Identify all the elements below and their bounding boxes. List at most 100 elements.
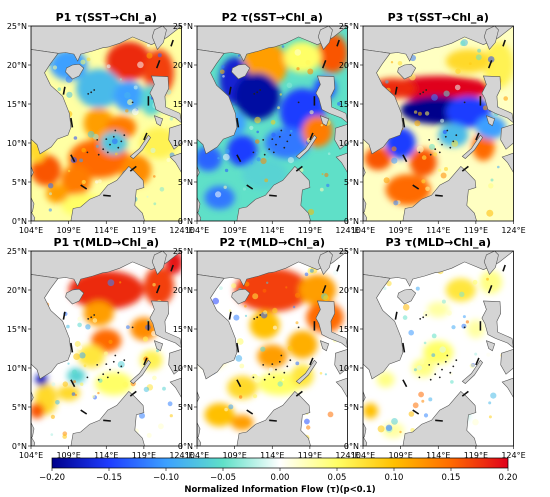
lon-tick-label: 109°E [388,226,412,235]
land-visayas [168,348,182,375]
land-palawan [129,359,151,384]
lat-tick-label: 0°N [12,442,27,451]
lon-tick-label: 124°E [501,451,525,460]
lat-tick-label: 25°N [173,247,193,256]
anomaly-patch [385,75,491,101]
land-palawan [295,359,317,384]
land-taiwan [151,26,167,50]
land-borneo [236,390,311,446]
lon-tick-label: 124°E [169,226,193,235]
land-gulf [363,391,366,403]
lon-tick-label: 119°E [298,226,322,235]
land-indochina [31,49,72,155]
lon-tick-label: 119°E [132,226,156,235]
lon-tick-label: 114°E [94,451,118,460]
lat-axis: 0°N 5°N 10°N 15°N 20°N 25°N [173,247,197,451]
land-mindanao [335,152,348,174]
lon-axis: 104°E 109°E 114°E 119°E 124°E [185,221,360,235]
land-malaya [31,197,35,214]
lat-tick-label: 5°N [178,403,193,412]
land-hainan [231,63,251,80]
anomaly-patch [77,344,105,368]
islands [86,89,134,156]
land-indochina [197,274,238,380]
lon-tick-label: 104°E [19,226,43,235]
land-indochina [363,49,404,155]
land-sumatra [363,211,368,221]
anomaly-patch [475,115,506,140]
land-gulf [197,391,200,403]
colorbar-tick-label: −0.10 [153,473,179,483]
lat-tick-label: 20°N [339,286,359,295]
anomaly-patch [376,371,395,388]
colorbar-bar [51,457,509,469]
lat-tick-label: 10°N [173,139,193,148]
lon-tick-label: 114°E [260,451,284,460]
land-indochina [197,49,238,155]
colorbar-tick-label: −0.20 [39,473,65,483]
land-hainan [231,288,251,305]
map-panel-6: P3 τ(MLD→Chl_a) 0°N 5°N 10°N 15°N 20°N 25°N 104… [339,236,526,460]
lat-tick-label: 5°N [344,178,359,187]
land-hainan [397,288,417,305]
anomaly-patch [57,385,80,401]
land-visayas [334,123,348,150]
lon-tick-label: 124°E [169,451,193,460]
lat-tick-label: 0°N [178,442,193,451]
lat-axis: 0°N 5°N 10°N 15°N 20°N 25°N [339,247,363,451]
panel-title: P1 τ(MLD→Chl_a) [53,236,159,249]
anomaly-patch [409,148,437,177]
colorbar-tick-label: 0.15 [442,473,461,483]
anomaly-patch [130,317,158,341]
lon-tick-label: 109°E [222,226,246,235]
land [31,251,182,446]
lat-axis: 0°N 5°N 10°N 15°N 20°N 25°N [173,22,197,226]
anomaly-patch [427,301,450,318]
land-sumatra [197,436,202,446]
islands [86,314,134,381]
map-panel-3: P3 τ(SST→Chl_a) 0°N 5°N 10°N 15°N 20°N 25°N 104… [339,11,526,235]
lon-axis: 104°E 109°E 114°E 119°E 124°E [19,446,194,460]
land-luzon [149,75,182,124]
colorbar-tick-label: −0.15 [96,473,122,483]
lat-tick-label: 10°N [7,139,27,148]
land [197,251,348,446]
lat-tick-label: 20°N [173,61,193,70]
anomaly-patch [445,49,491,73]
dash-line [228,39,340,197]
lat-tick-label: 10°N [7,364,27,373]
lat-tick-label: 25°N [173,22,193,31]
lon-tick-label: 109°E [56,226,80,235]
land-hainan [397,63,417,80]
lat-tick-label: 20°N [339,61,359,70]
lat-tick-label: 15°N [7,100,27,109]
land [363,26,514,221]
land-sumatra [363,436,368,446]
lon-tick-label: 109°E [388,451,412,460]
land-luzon [315,75,348,124]
land-visayas [168,123,182,150]
land-mindoro [153,340,164,352]
colorbar-tick-label: −0.05 [210,473,236,483]
land-malaya [31,422,35,439]
land-hainan [65,63,85,80]
lon-tick-label: 104°E [185,226,209,235]
lon-axis: 104°E 109°E 114°E 119°E 124°E [19,221,194,235]
anomaly-patch [283,41,322,73]
panel-title: P2 τ(SST→Chl_a) [222,11,323,24]
land-palawan [129,134,151,159]
lon-tick-label: 109°E [222,451,246,460]
lat-tick-label: 15°N [7,325,27,334]
lon-tick-label: 114°E [260,226,284,235]
lon-tick-label: 119°E [464,451,488,460]
dash-line [62,39,174,197]
lat-tick-label: 0°N [12,217,27,226]
land-gulf [31,166,34,178]
land-luzon [315,300,348,349]
panel-title: P3 τ(MLD→Chl_a) [385,236,491,249]
land-mindanao [169,377,182,399]
land [197,26,348,221]
panel-grid: P1 τ(SST→Chl_a) 0°N 5°N 10°N 15°N 20°N 25°N 104… [7,11,526,460]
land-luzon [481,75,514,124]
land-visayas [500,123,514,150]
